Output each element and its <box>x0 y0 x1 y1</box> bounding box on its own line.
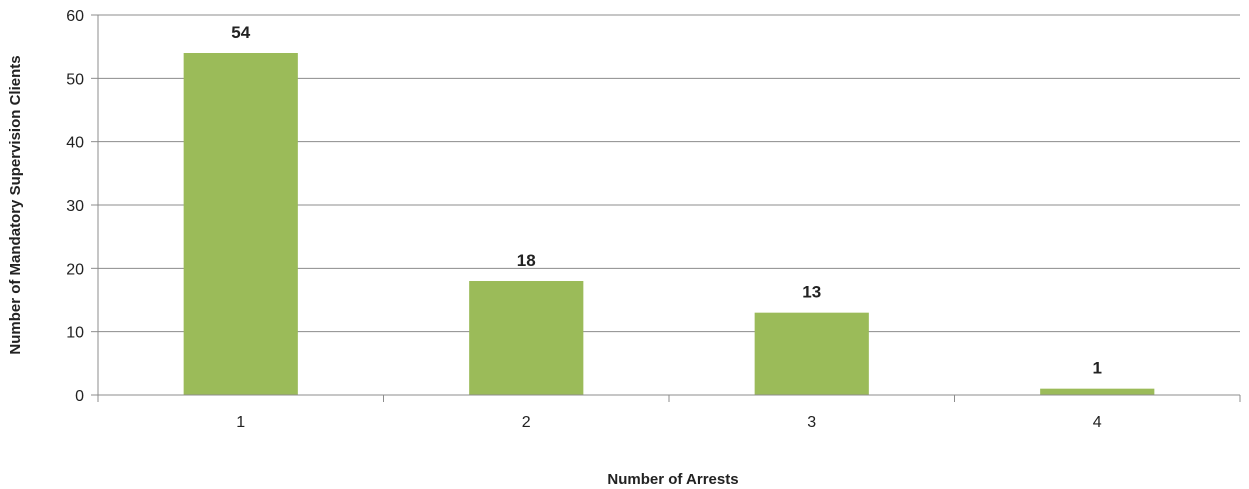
y-tick-label: 60 <box>66 8 84 25</box>
x-axis-title: Number of Arrests <box>607 471 738 488</box>
y-tick-label: 30 <box>66 198 84 215</box>
data-label: 18 <box>517 251 536 270</box>
bar <box>1040 388 1155 395</box>
y-tick-label: 50 <box>66 71 84 88</box>
bar <box>183 53 298 395</box>
x-tick-label: 3 <box>807 414 816 431</box>
x-tick-label: 4 <box>1093 414 1102 431</box>
y-tick-label: 10 <box>66 325 84 342</box>
data-label: 54 <box>231 23 250 42</box>
bar <box>754 312 869 395</box>
labels: 0 10 20 30 40 50 60 54 1 18 2 13 3 1 4 <box>66 8 1102 431</box>
y-axis-title: Number of Mandatory Supervision Clients <box>7 55 24 354</box>
bar <box>469 281 584 395</box>
x-tick-label: 1 <box>236 414 245 431</box>
x-tick-label: 2 <box>522 414 531 431</box>
data-label: 13 <box>802 283 821 302</box>
data-label: 1 <box>1093 359 1102 378</box>
y-tick-label: 0 <box>75 388 84 405</box>
y-tick-label: 40 <box>66 135 84 152</box>
y-tick-label: 20 <box>66 261 84 278</box>
axes <box>91 14 1241 402</box>
bars <box>183 53 1155 395</box>
